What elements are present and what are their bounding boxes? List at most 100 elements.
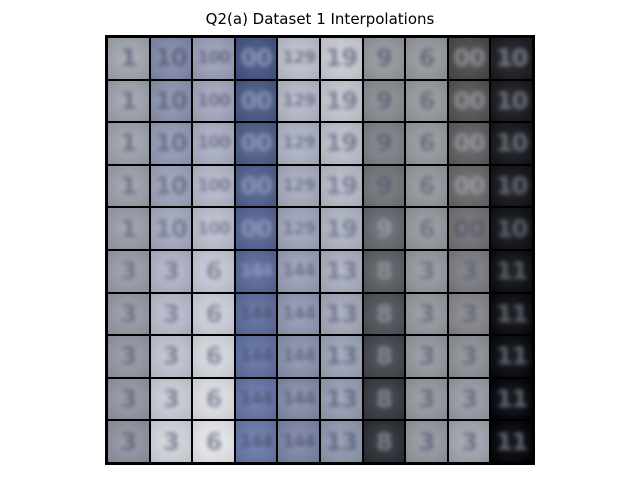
image-cell: 10 (149, 79, 193, 123)
image-cell: 129 (277, 122, 320, 165)
blurred-digit: 10 (495, 44, 528, 73)
blurred-digit: 144 (239, 346, 273, 367)
blurred-digit: 3 (163, 299, 180, 328)
image-cell: 3 (107, 249, 150, 293)
blurred-digit: 00 (240, 44, 272, 73)
blurred-digit: 144 (239, 261, 273, 282)
blurred-digit: 3 (163, 257, 180, 286)
blurred-digit: 11 (495, 342, 528, 371)
blurred-digit: 6 (205, 427, 223, 456)
image-cell: 10 (149, 37, 193, 80)
blurred-digit: 8 (376, 385, 393, 414)
image-cell: 3 (405, 377, 448, 421)
blurred-digit: 19 (325, 86, 358, 115)
image-cell: 144 (277, 420, 320, 463)
blurred-digit: 3 (120, 385, 137, 414)
image-cell: 129 (277, 164, 320, 208)
blurred-digit: 6 (418, 214, 436, 243)
image-cell: 129 (277, 37, 320, 80)
blurred-digit: 100 (197, 48, 230, 69)
figure-title: Q2(a) Dataset 1 Interpolations (205, 10, 435, 28)
image-grid: 1 10 100 00 129 19 9 6 00 10 1 10 100 00 129 19 9 6 00 10 1 1… (105, 35, 535, 465)
image-cell: 6 (192, 292, 235, 336)
image-cell: 3 (405, 292, 448, 336)
blurred-digit: 10 (495, 86, 528, 115)
blurred-digit: 13 (325, 385, 358, 414)
image-cell: 144 (234, 335, 278, 378)
blurred-digit: 100 (197, 218, 230, 239)
image-cell: 10 (490, 37, 533, 80)
image-cell: 3 (107, 335, 150, 378)
blurred-digit: 129 (282, 133, 315, 154)
blurred-digit: 144 (239, 303, 273, 324)
image-cell: 100 (192, 79, 235, 123)
blurred-digit: 13 (325, 257, 358, 286)
image-cell: 11 (490, 420, 533, 463)
blurred-digit: 00 (453, 214, 485, 243)
blurred-digit: 10 (495, 214, 528, 243)
blurred-digit: 3 (418, 257, 436, 286)
blurred-digit: 00 (240, 86, 272, 115)
blurred-digit: 9 (376, 172, 393, 201)
blurred-digit: 129 (282, 218, 315, 239)
image-cell: 11 (490, 377, 533, 421)
image-cell: 13 (319, 377, 363, 421)
blurred-digit: 6 (418, 86, 436, 115)
blurred-digit: 10 (495, 129, 528, 158)
image-cell: 3 (107, 292, 150, 336)
image-cell: 1 (107, 122, 150, 165)
image-cell: 11 (490, 249, 533, 293)
image-cell: 8 (362, 292, 406, 336)
image-cell: 6 (405, 79, 448, 123)
blurred-digit: 8 (376, 342, 393, 371)
image-cell: 3 (447, 292, 491, 336)
image-cell: 8 (362, 335, 406, 378)
image-cell: 144 (277, 292, 320, 336)
blurred-digit: 8 (376, 427, 393, 456)
blurred-digit: 19 (325, 44, 358, 73)
image-cell: 144 (234, 377, 278, 421)
blurred-digit: 1 (120, 214, 137, 243)
blurred-digit: 3 (418, 385, 436, 414)
image-cell: 13 (319, 420, 363, 463)
image-cell: 6 (405, 164, 448, 208)
blurred-digit: 144 (282, 431, 315, 452)
blurred-digit: 3 (120, 257, 137, 286)
image-cell: 10 (490, 164, 533, 208)
image-cell: 9 (362, 37, 406, 80)
image-cell: 129 (277, 207, 320, 250)
image-cell: 100 (192, 37, 235, 80)
image-cell: 6 (192, 249, 235, 293)
blurred-digit: 129 (282, 90, 315, 111)
image-cell: 19 (319, 207, 363, 250)
image-cell: 00 (447, 207, 491, 250)
image-cell: 8 (362, 249, 406, 293)
blurred-digit: 3 (120, 427, 137, 456)
blurred-digit: 19 (325, 214, 358, 243)
image-cell: 3 (107, 377, 150, 421)
image-cell: 9 (362, 122, 406, 165)
blurred-digit: 129 (282, 48, 315, 69)
image-cell: 3 (447, 249, 491, 293)
image-cell: 8 (362, 377, 406, 421)
image-cell: 00 (234, 164, 278, 208)
image-cell: 13 (319, 335, 363, 378)
image-cell: 6 (405, 37, 448, 80)
image-cell: 3 (405, 249, 448, 293)
image-cell: 144 (277, 335, 320, 378)
blurred-digit: 3 (461, 385, 478, 414)
blurred-digit: 3 (461, 342, 478, 371)
blurred-digit: 3 (120, 342, 137, 371)
blurred-digit: 00 (453, 172, 485, 201)
image-cell: 3 (447, 377, 491, 421)
image-cell: 6 (405, 122, 448, 165)
blurred-digit: 129 (282, 176, 315, 197)
image-cell: 00 (447, 79, 491, 123)
image-cell: 9 (362, 207, 406, 250)
image-cell: 100 (192, 207, 235, 250)
blurred-digit: 10 (155, 44, 187, 73)
image-cell: 19 (319, 122, 363, 165)
image-cell: 100 (192, 164, 235, 208)
blurred-digit: 144 (282, 261, 315, 282)
blurred-digit: 13 (325, 299, 358, 328)
